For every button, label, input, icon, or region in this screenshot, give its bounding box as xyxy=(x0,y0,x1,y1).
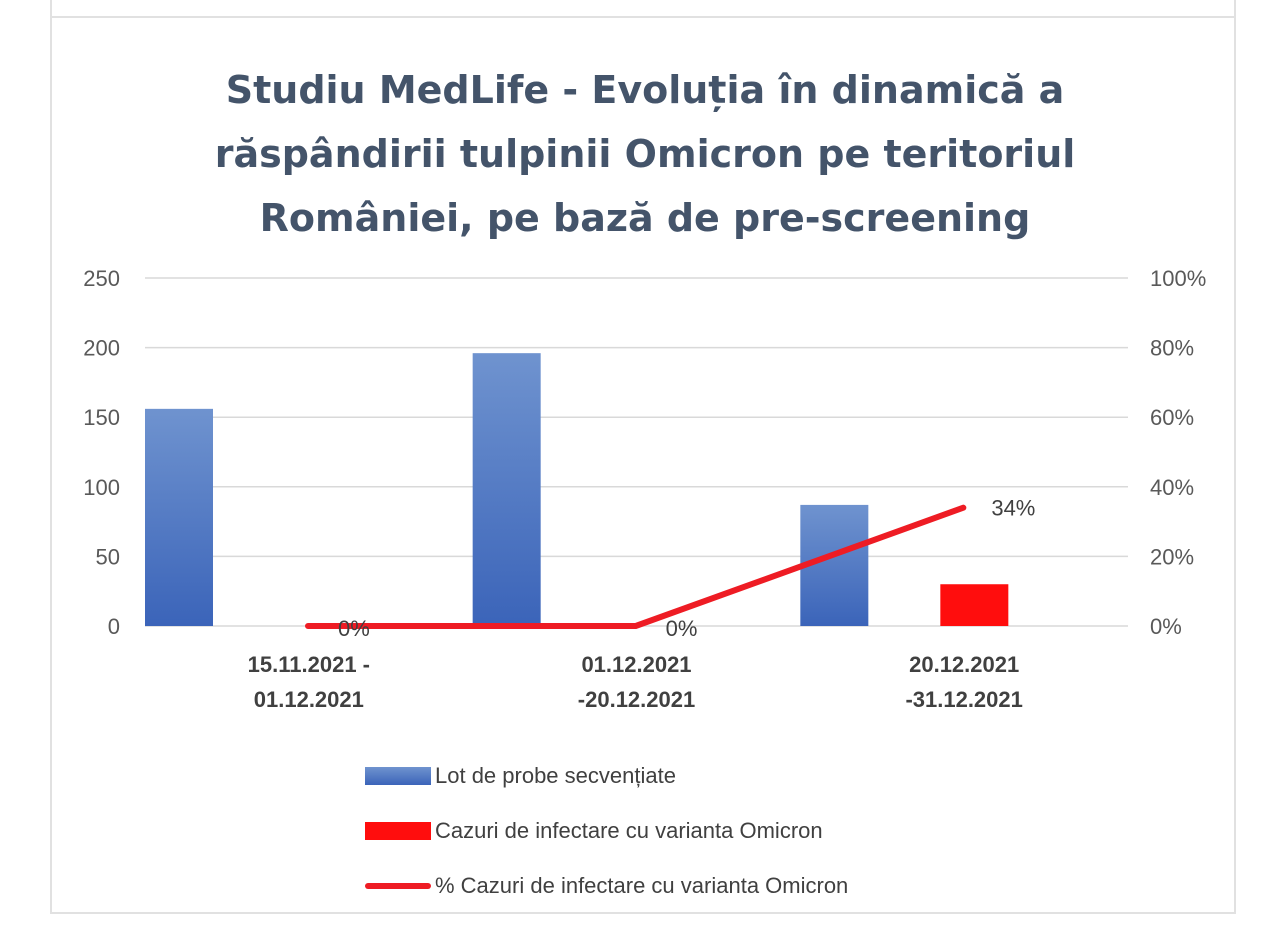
x-category-label: -20.12.2021 xyxy=(578,687,695,712)
x-category-label: 01.12.2021 xyxy=(581,652,691,677)
chart-title: Studiu MedLife - Evoluția în dinamică a … xyxy=(150,58,1140,250)
legend-item-omicron-percent: % Cazuri de infectare cu varianta Omicro… xyxy=(365,858,848,913)
line-omicron-percent xyxy=(305,504,967,629)
y-right-tick-label: 60% xyxy=(1150,405,1194,430)
bar-samples xyxy=(145,408,213,626)
y-left-tick-label: 100 xyxy=(83,475,120,500)
y-right-tick-label: 40% xyxy=(1150,475,1194,500)
chart-title-line-1: Studiu MedLife - Evoluția în dinamică a xyxy=(225,68,1065,112)
data-label-omicron-percent: 34% xyxy=(991,496,1035,521)
y-right-tick-label: 80% xyxy=(1150,336,1194,361)
x-category-label: -31.12.2021 xyxy=(905,687,1022,712)
y-left-tick-label: 150 xyxy=(83,405,120,430)
y-right-tick-label: 0% xyxy=(1150,614,1182,639)
x-category-label: 15.11.2021 - xyxy=(248,652,370,677)
legend-label-omicron-cases: Cazuri de infectare cu varianta Omicron xyxy=(435,817,823,843)
chart-frame xyxy=(50,18,1236,914)
legend-swatch-omicron-percent xyxy=(365,882,431,889)
legend-swatch-samples xyxy=(365,766,431,785)
x-category-label: 01.12.2021 xyxy=(254,687,364,712)
y-left-tick-label: 50 xyxy=(96,544,120,569)
previous-panel-edge xyxy=(50,0,1236,18)
data-label-omicron-percent: 0% xyxy=(338,616,370,641)
bar-omicron-cases xyxy=(940,584,1009,626)
legend-swatch-omicron-cases xyxy=(365,821,431,840)
y-left-tick-label: 250 xyxy=(83,266,120,291)
y-left-tick-label: 0 xyxy=(108,614,120,639)
chart-title-line-2: răspândirii tulpinii Omicron pe teritori… xyxy=(214,132,1076,176)
y-right-tick-label: 20% xyxy=(1150,544,1194,569)
y-left-tick-label: 200 xyxy=(83,336,120,361)
chart-title-line-3: României, pe bază de pre-screening xyxy=(259,196,1031,240)
data-label-omicron-percent: 0% xyxy=(666,616,698,641)
legend-label-omicron-percent: % Cazuri de infectare cu varianta Omicro… xyxy=(435,872,849,898)
x-category-label: 20.12.2021 xyxy=(909,652,1019,677)
legend-label-samples: Lot de probe secvențiate xyxy=(435,762,676,788)
legend: Lot de probe secvențiate Cazuri de infec… xyxy=(365,748,848,913)
y-right-tick-label: 100% xyxy=(1150,266,1206,291)
bar-samples xyxy=(472,353,541,626)
legend-item-omicron-cases: Cazuri de infectare cu varianta Omicron xyxy=(365,803,848,858)
legend-item-samples: Lot de probe secvențiate xyxy=(365,748,848,803)
